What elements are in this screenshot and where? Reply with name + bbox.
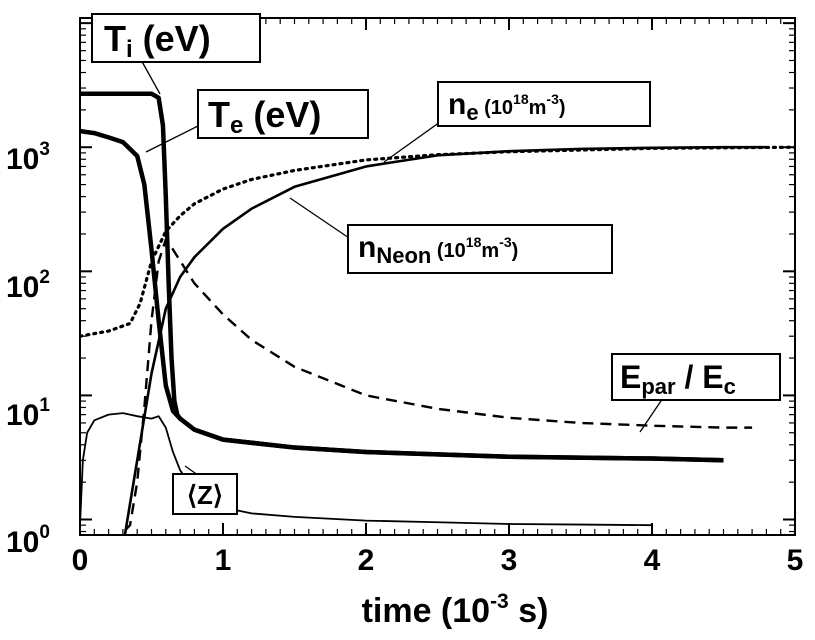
x-tick-label-4: 4 <box>644 544 661 577</box>
x-tick-labels: 0 1 2 3 4 5 <box>72 544 804 577</box>
y-tick-label-3: 103 <box>6 139 50 176</box>
x-tick-label-1: 1 <box>215 544 232 577</box>
z-label: ⟨Z⟩ <box>172 473 238 515</box>
ti-label: Ti (eV) <box>91 13 261 63</box>
z-label-text: ⟨Z⟩ <box>187 480 223 510</box>
z-label-box <box>172 473 238 515</box>
te-label-text: Te (eV) <box>208 94 321 139</box>
series-line-3 <box>123 145 767 535</box>
ne-label-text: ne (1018m-3) <box>448 88 566 125</box>
ne-leader <box>383 121 441 163</box>
nneon-leader <box>289 197 353 241</box>
epar-label-text: Epar / Ec <box>620 359 736 399</box>
ne-label: ne (1018m-3) <box>437 81 651 127</box>
ne-label-box <box>437 81 651 127</box>
nneon-label: nNeon (1018m-3) <box>347 224 613 274</box>
te-label-box <box>197 89 369 139</box>
series-line-1 <box>80 128 724 463</box>
ti-label-text: Ti (eV) <box>104 18 211 63</box>
epar-label: Epar / Ec <box>611 353 781 401</box>
series-layer <box>80 91 795 535</box>
nneon-label-box <box>347 224 613 274</box>
y-tick-labels: 100 101 102 103 <box>6 139 50 559</box>
nneon-label-text: nNeon (1018m-3) <box>358 231 518 268</box>
y-tick-label-2: 102 <box>6 267 50 304</box>
x-tick-label-2: 2 <box>358 544 375 577</box>
x-axis-title: time (10-3 s) <box>362 590 549 630</box>
epar-label-box <box>611 353 781 401</box>
y-tick-label-0: 100 <box>6 522 50 559</box>
x-tick-label-5: 5 <box>787 544 804 577</box>
te-label: Te (eV) <box>197 89 369 139</box>
series-line-4 <box>118 238 753 535</box>
y-tick-label-1: 101 <box>6 395 50 432</box>
te-leader <box>145 124 201 153</box>
ti-leader <box>139 57 161 95</box>
ti-label-box <box>91 13 261 63</box>
series-line-5 <box>80 412 653 527</box>
x-tick-label-0: 0 <box>72 544 89 577</box>
x-tick-label-3: 3 <box>501 544 518 577</box>
epar-leader <box>639 394 666 433</box>
